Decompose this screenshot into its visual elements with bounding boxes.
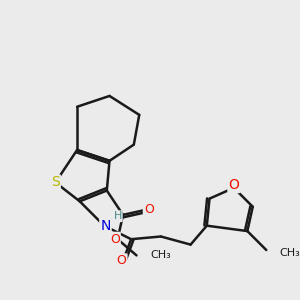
- Text: O: O: [117, 254, 127, 267]
- Text: O: O: [228, 178, 239, 192]
- Text: O: O: [144, 203, 154, 216]
- Text: CH₃: CH₃: [280, 248, 300, 258]
- Text: CH₃: CH₃: [150, 250, 171, 260]
- Text: O: O: [110, 233, 120, 246]
- Text: H: H: [113, 211, 122, 221]
- Text: S: S: [51, 176, 60, 189]
- Text: N: N: [100, 219, 111, 233]
